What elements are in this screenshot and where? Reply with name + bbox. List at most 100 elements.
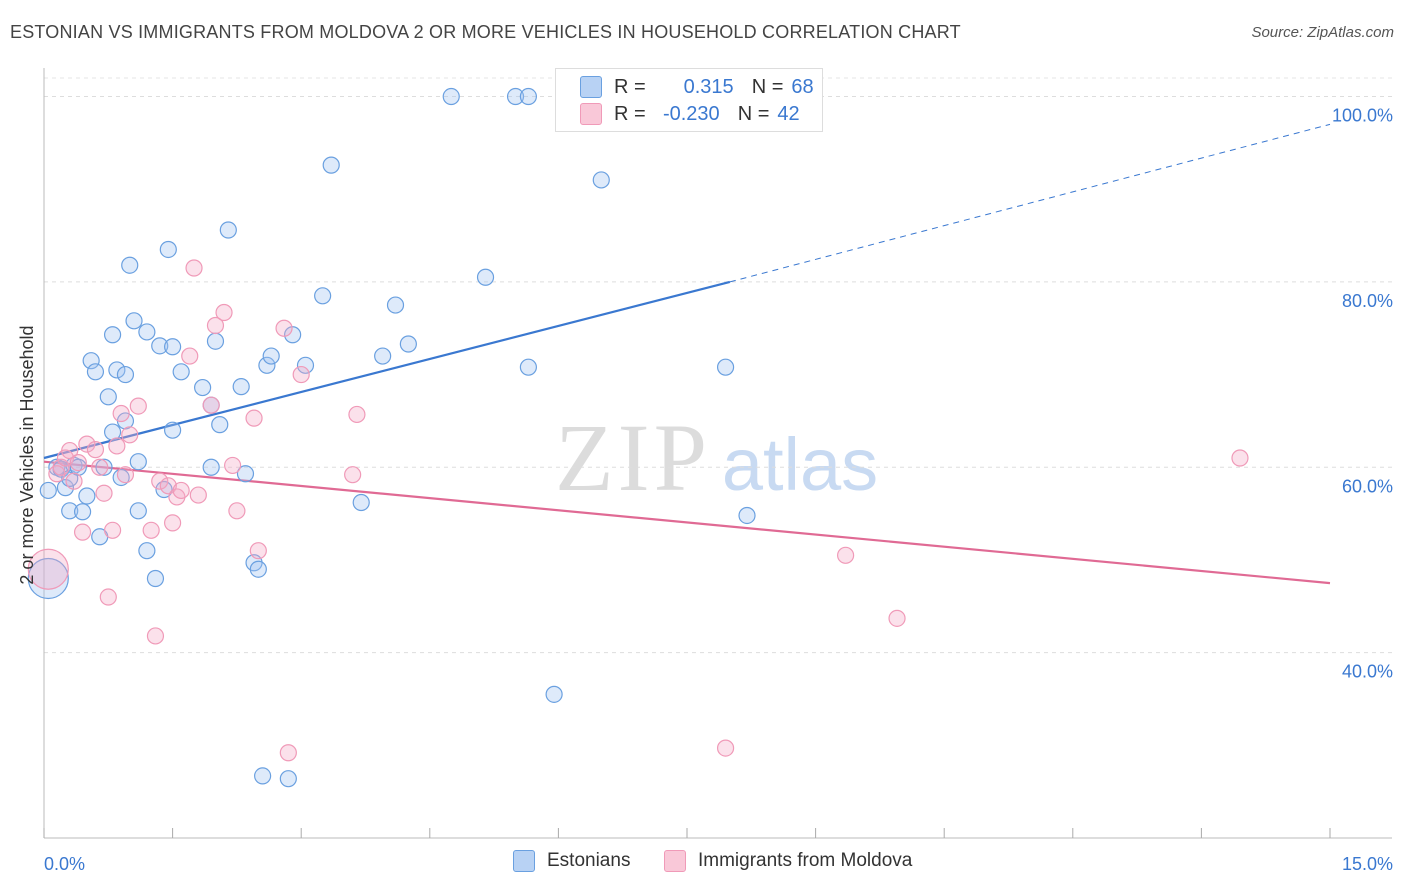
x-tick-label: 0.0%: [44, 854, 85, 874]
legend-r-value: 0.315: [683, 75, 734, 98]
y-tick-label: 40.0%: [1342, 662, 1393, 682]
estonian-point: [151, 337, 169, 355]
moldova-point: [185, 259, 203, 277]
moldova-trend-line: [43, 460, 1331, 585]
moldova-point: [86, 441, 105, 459]
estonian-point: [95, 458, 113, 476]
moldova-point: [224, 456, 242, 475]
moldova-point: [348, 405, 366, 424]
moldova-point: [116, 466, 135, 484]
legend-row-moldova: R = -0.230 N = 42: [580, 101, 800, 127]
estonian-point: [172, 363, 190, 381]
estonian-point: [194, 378, 212, 397]
estonian-point: [99, 388, 117, 406]
legend-n-value: 68: [791, 75, 814, 98]
moldova-point: [129, 397, 147, 415]
estonian-point: [103, 423, 122, 441]
legend-n-label: N =: [737, 102, 770, 125]
moldova-point: [91, 458, 109, 476]
moldova-point: [189, 486, 207, 504]
estonian-point: [519, 358, 537, 376]
estonian-point: [262, 347, 280, 365]
moldova-point: [112, 404, 130, 423]
estonian-point: [121, 256, 139, 274]
x-tick-label: 15.0%: [1342, 854, 1393, 874]
estonian-point: [159, 240, 177, 259]
estonian-point: [322, 156, 340, 174]
estonian-point: [236, 465, 255, 483]
moldova-point: [164, 514, 182, 532]
bottom-legend-label: Immigrants from Moldova: [698, 850, 913, 871]
watermark-atlas: atlas: [722, 423, 878, 506]
estonian-point: [258, 356, 276, 374]
chart-title: ESTONIAN VS IMMIGRANTS FROM MOLDOVA 2 OR…: [10, 22, 961, 42]
moldova-point: [292, 365, 310, 384]
estonian-point: [39, 481, 57, 500]
estonian-point: [314, 287, 332, 305]
moldova-point: [69, 454, 87, 472]
estonians-swatch: [513, 850, 535, 872]
y-tick-label: 60.0%: [1342, 476, 1393, 496]
estonian-point: [116, 365, 135, 384]
estonian-point: [206, 332, 225, 350]
estonian-point: [138, 542, 156, 560]
estonian-point: [27, 557, 69, 600]
estonian-point: [249, 560, 267, 578]
y-axis-label: 2 or more Vehicles in Household: [17, 325, 37, 584]
watermark-zip: ZIP: [555, 404, 711, 511]
moldova-point: [837, 546, 855, 564]
moldova-point: [181, 347, 199, 365]
moldova-swatch: [580, 103, 602, 125]
data-points: [27, 87, 1249, 788]
axes: [43, 68, 1392, 839]
moldova-point: [215, 303, 233, 322]
estonian-point: [78, 487, 96, 505]
moldova-point: [52, 458, 70, 476]
estonian-point: [82, 352, 100, 370]
moldova-point: [249, 542, 267, 560]
estonian-point: [129, 453, 147, 471]
estonian-point: [61, 502, 79, 520]
estonian-point: [56, 479, 75, 497]
y-tick-label: 80.0%: [1342, 291, 1393, 311]
estonian-point: [442, 87, 460, 106]
estonian-point: [506, 87, 525, 106]
moldova-point: [228, 502, 246, 520]
estonian-point: [108, 361, 126, 379]
correlation-legend: R = 0.315 N = 68 R = -0.230 N = 42: [555, 68, 823, 132]
estonian-point: [211, 416, 229, 434]
legend-row-estonians: R = 0.315 N = 68: [580, 74, 814, 100]
moldova-point: [95, 484, 113, 502]
estonian-point: [146, 569, 165, 588]
moldova-point: [202, 396, 220, 414]
legend-n-label: N =: [751, 75, 784, 98]
estonian-point: [738, 506, 756, 525]
bottom-legend-moldova: Immigrants from Moldova: [664, 850, 912, 872]
estonian-point: [284, 326, 302, 344]
moldova-point: [27, 548, 69, 590]
estonian-point: [125, 312, 143, 330]
estonian-point: [164, 421, 182, 439]
estonian-point: [279, 770, 297, 788]
moldova-point: [275, 319, 293, 337]
moldova-point: [206, 316, 225, 335]
estonians-swatch: [580, 76, 602, 98]
moldova-point: [61, 441, 79, 460]
estonian-point: [138, 323, 156, 341]
legend-n-value: 42: [777, 102, 800, 125]
trend-lines: [43, 123, 1331, 585]
estonian-point: [386, 296, 405, 314]
moldova-point: [73, 523, 92, 541]
estonian-point: [352, 493, 370, 512]
moldova-point: [103, 521, 122, 539]
estonian-point: [716, 358, 735, 376]
bottom-legend-label: Estonians: [547, 850, 631, 871]
moldova-point: [108, 437, 126, 455]
moldova-point: [1231, 449, 1249, 467]
bottom-legend-estonians: Estonians: [513, 850, 630, 872]
moldova-point: [142, 521, 160, 539]
estonians-trend-extension: [729, 123, 1331, 283]
moldova-swatch: [664, 850, 686, 872]
estonian-point: [476, 268, 495, 286]
estonian-point: [202, 458, 220, 476]
